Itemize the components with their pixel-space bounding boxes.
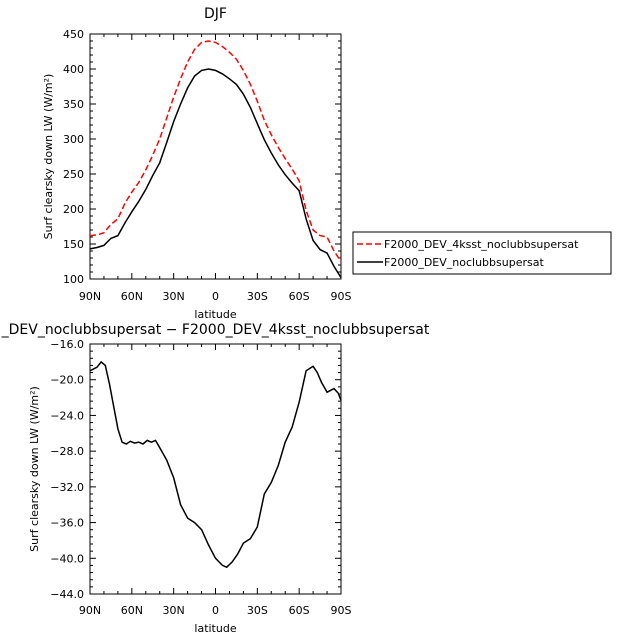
y-tick-label: 250 [63, 168, 84, 181]
x-tick-label: 90S [331, 290, 352, 303]
y-axis-label-0: Surf clearsky down LW (W/m²) [42, 74, 55, 240]
chart-title-1: _DEV_noclubbsupersat − F2000_DEV_4ksst_n… [1, 322, 430, 338]
x-axis-label-0: latitude [194, 308, 236, 321]
top-panel-djf: DJF 90N 60N 30N 0 30S 60S 90S 100 150 200 250 300 350… [42, 6, 612, 321]
legend: F2000_DEV_4ksst_noclubbsupersat F2000_DEV… [352, 231, 612, 275]
y-axis-label-1: Surf clearsky down LW (W/m²) [28, 386, 41, 552]
y-tick-label: −40.0 [50, 552, 84, 565]
y-tick-label: 100 [63, 273, 84, 286]
series-line-0-1 [89, 68, 342, 278]
x-tick-label: 30S [247, 604, 268, 617]
x-tick-label: 30N [163, 604, 185, 617]
x-tick-label: 90N [79, 604, 101, 617]
legend-entry: F2000_DEV_noclubbsupersat [384, 256, 544, 269]
series-line-1-0 [89, 360, 342, 569]
legend-entry: F2000_DEV_4ksst_noclubbsupersat [384, 238, 579, 251]
series-line-0-0 [89, 40, 342, 262]
x-tick-label: 60N [121, 290, 143, 303]
x-tick-label: 60S [289, 290, 310, 303]
legend-box [352, 231, 612, 275]
x-tick-label: 30S [247, 290, 268, 303]
x-tick-label: 60S [289, 604, 310, 617]
y-tick-label: −44.0 [50, 588, 84, 601]
x-axis-label-1: latitude [194, 622, 236, 635]
y-tick-label: 350 [63, 98, 84, 111]
x-tick-label: 90S [331, 604, 352, 617]
y-tick-label: −24.0 [50, 409, 84, 422]
y-tick-label: 450 [63, 28, 84, 41]
chart-title-0: DJF [204, 6, 227, 22]
y-tick-label: 400 [63, 63, 84, 76]
x-tick-label: 30N [163, 290, 185, 303]
y-tick-label: −28.0 [50, 445, 84, 458]
x-tick-label: 60N [121, 604, 143, 617]
x-tick-label: 0 [212, 604, 219, 617]
y-tick-label: 200 [63, 203, 84, 216]
x-tick-label: 90N [79, 290, 101, 303]
y-tick-label: 300 [63, 133, 84, 146]
y-tick-label: −32.0 [50, 481, 84, 494]
y-tick-label: 150 [63, 238, 84, 251]
bottom-panel-difference: _DEV_noclubbsupersat − F2000_DEV_4ksst_n… [1, 322, 430, 635]
y-tick-label: −20.0 [50, 374, 84, 387]
y-tick-label: −36.0 [50, 517, 84, 530]
y-tick-label: −16.0 [50, 338, 84, 351]
x-tick-label: 0 [212, 290, 219, 303]
